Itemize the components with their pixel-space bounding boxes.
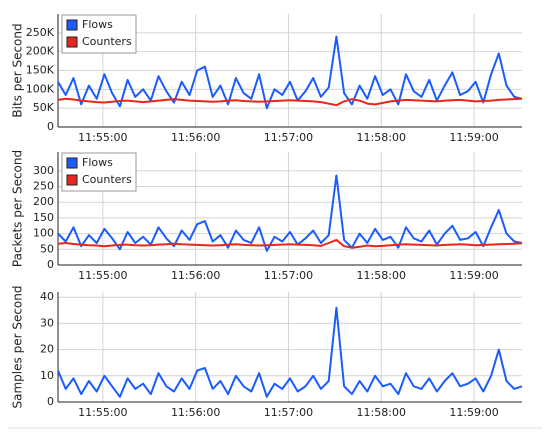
y-tick-label: 20 bbox=[40, 343, 54, 356]
x-tick-label: 11:59:00 bbox=[449, 131, 498, 144]
y-tick-label: 200K bbox=[26, 45, 55, 58]
series-line bbox=[57, 97, 523, 107]
legend-label: Counters bbox=[82, 173, 132, 186]
legend: Flows Counters bbox=[61, 14, 137, 54]
x-tick-label: 11:56:00 bbox=[171, 269, 220, 282]
series-line bbox=[57, 35, 523, 110]
series-line bbox=[57, 238, 523, 249]
x-tick-label: 11:57:00 bbox=[264, 406, 313, 419]
x-tick-label: 11:59:00 bbox=[449, 406, 498, 419]
y-tick-label: 30 bbox=[40, 316, 54, 329]
y-tick-label: 300 bbox=[33, 164, 54, 177]
x-tick-label: 11:57:00 bbox=[264, 131, 313, 144]
x-tick-label: 11:55:00 bbox=[78, 131, 127, 144]
y-tick-label: 50 bbox=[40, 242, 54, 255]
legend-swatch bbox=[66, 19, 78, 31]
x-tick-label: 11:59:00 bbox=[449, 269, 498, 282]
y-tick-label: 40 bbox=[40, 290, 54, 303]
y-tick-label: 50K bbox=[33, 101, 55, 114]
x-tick-label: 11:58:00 bbox=[357, 406, 406, 419]
legend-swatch bbox=[66, 157, 78, 169]
y-axis-label: Samples per Second bbox=[11, 286, 25, 409]
y-tick-label: 150K bbox=[26, 64, 55, 77]
y-tick-label: 10 bbox=[40, 369, 54, 382]
y-axis-label: Packets per Second bbox=[11, 150, 25, 267]
x-tick-label: 11:58:00 bbox=[357, 269, 406, 282]
x-tick-label: 11:57:00 bbox=[264, 269, 313, 282]
legend-label: Flows bbox=[82, 18, 113, 31]
x-tick-label: 11:56:00 bbox=[171, 406, 220, 419]
y-tick-label: 100 bbox=[33, 227, 54, 240]
x-tick-label: 11:55:00 bbox=[78, 406, 127, 419]
series-line bbox=[57, 306, 523, 398]
y-tick-label: 250 bbox=[33, 180, 54, 193]
legend-swatch bbox=[66, 174, 78, 186]
legend: Flows Counters bbox=[61, 152, 137, 192]
legend-swatch bbox=[66, 36, 78, 48]
y-tick-label: 250K bbox=[26, 26, 55, 39]
x-tick-label: 11:55:00 bbox=[78, 269, 127, 282]
legend-label: Flows bbox=[82, 156, 113, 169]
x-tick-label: 11:58:00 bbox=[357, 131, 406, 144]
y-tick-label: 0 bbox=[47, 395, 54, 408]
y-tick-label: 100K bbox=[26, 82, 55, 95]
y-tick-label: 150 bbox=[33, 211, 54, 224]
y-tick-label: 0 bbox=[47, 258, 54, 271]
x-tick-label: 11:56:00 bbox=[171, 131, 220, 144]
series-line bbox=[57, 174, 523, 252]
y-tick-label: 200 bbox=[33, 195, 54, 208]
y-axis-label: Bits per Second bbox=[11, 23, 25, 117]
y-tick-label: 0 bbox=[47, 120, 54, 133]
legend-label: Counters bbox=[82, 35, 132, 48]
